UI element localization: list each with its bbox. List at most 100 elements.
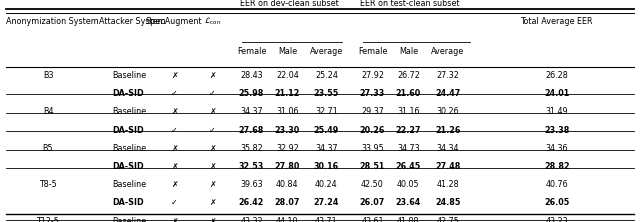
Text: Average: Average xyxy=(431,47,465,56)
Text: ✗: ✗ xyxy=(209,198,216,207)
Text: 32.92: 32.92 xyxy=(276,144,299,153)
Text: 28.43: 28.43 xyxy=(240,71,263,80)
Text: 24.47: 24.47 xyxy=(435,89,461,98)
Text: 43.32: 43.32 xyxy=(240,217,263,222)
Text: EER on dev-clean subset: EER on dev-clean subset xyxy=(240,0,339,8)
Text: 26.05: 26.05 xyxy=(544,198,570,207)
Text: 25.24: 25.24 xyxy=(315,71,338,80)
Text: DA-SID: DA-SID xyxy=(112,89,143,98)
Text: Baseline: Baseline xyxy=(112,71,146,80)
Text: ✗: ✗ xyxy=(171,162,177,171)
Text: ✗: ✗ xyxy=(209,162,216,171)
Text: 28.07: 28.07 xyxy=(275,198,300,207)
Text: 20.26: 20.26 xyxy=(360,126,385,135)
Text: ✗: ✗ xyxy=(171,144,177,153)
Text: ✗: ✗ xyxy=(171,180,177,189)
Text: 21.12: 21.12 xyxy=(275,89,300,98)
Text: Total Average EER: Total Average EER xyxy=(520,17,593,26)
Text: 41.28: 41.28 xyxy=(436,180,460,189)
Text: 43.71: 43.71 xyxy=(315,217,338,222)
Text: 27.32: 27.32 xyxy=(436,71,460,80)
Text: Attacker System: Attacker System xyxy=(99,17,166,26)
Text: 40.84: 40.84 xyxy=(276,180,299,189)
Text: 27.92: 27.92 xyxy=(361,71,384,80)
Text: 30.16: 30.16 xyxy=(314,162,339,171)
Text: Male: Male xyxy=(399,47,418,56)
Text: DA-SID: DA-SID xyxy=(112,126,143,135)
Text: 27.68: 27.68 xyxy=(239,126,264,135)
Text: ✗: ✗ xyxy=(171,107,177,116)
Text: ✓: ✓ xyxy=(171,198,177,207)
Text: 40.05: 40.05 xyxy=(397,180,420,189)
Text: 25.49: 25.49 xyxy=(314,126,339,135)
Text: 23.30: 23.30 xyxy=(275,126,300,135)
Text: Baseline: Baseline xyxy=(112,144,146,153)
Text: 28.82: 28.82 xyxy=(544,162,570,171)
Text: 26.45: 26.45 xyxy=(396,162,421,171)
Text: 40.24: 40.24 xyxy=(315,180,338,189)
Text: 26.07: 26.07 xyxy=(360,198,385,207)
Text: Baseline: Baseline xyxy=(112,180,146,189)
Text: ✗: ✗ xyxy=(171,71,177,80)
Text: 40.76: 40.76 xyxy=(545,180,568,189)
Text: 27.80: 27.80 xyxy=(275,162,300,171)
Text: 32.71: 32.71 xyxy=(315,107,338,116)
Text: SpecAugment: SpecAugment xyxy=(146,17,202,26)
Text: 28.51: 28.51 xyxy=(360,162,385,171)
Text: ✗: ✗ xyxy=(209,180,216,189)
Text: EER on test-clean subset: EER on test-clean subset xyxy=(360,0,460,8)
Text: 29.37: 29.37 xyxy=(361,107,384,116)
Text: DA-SID: DA-SID xyxy=(112,162,143,171)
Text: ✗: ✗ xyxy=(209,144,216,153)
Text: 34.37: 34.37 xyxy=(240,107,263,116)
Text: 34.37: 34.37 xyxy=(315,144,338,153)
Text: Anonymization System: Anonymization System xyxy=(6,17,99,26)
Text: ✗: ✗ xyxy=(171,217,177,222)
Text: 43.23: 43.23 xyxy=(545,217,568,222)
Text: ✗: ✗ xyxy=(209,107,216,116)
Text: 43.61: 43.61 xyxy=(361,217,384,222)
Text: 31.06: 31.06 xyxy=(276,107,299,116)
Text: 32.53: 32.53 xyxy=(239,162,264,171)
Text: 39.63: 39.63 xyxy=(240,180,263,189)
Text: 31.49: 31.49 xyxy=(545,107,568,116)
Text: 27.48: 27.48 xyxy=(435,162,461,171)
Text: ✓: ✓ xyxy=(171,126,177,135)
Text: $\mathcal{L}_{\mathrm{con}}$: $\mathcal{L}_{\mathrm{con}}$ xyxy=(204,15,221,27)
Text: ✗: ✗ xyxy=(209,71,216,80)
Text: 23.64: 23.64 xyxy=(396,198,421,207)
Text: 35.82: 35.82 xyxy=(240,144,263,153)
Text: 30.26: 30.26 xyxy=(436,107,460,116)
Text: B4: B4 xyxy=(43,107,53,116)
Text: T12-5: T12-5 xyxy=(36,217,60,222)
Text: 21.26: 21.26 xyxy=(435,126,461,135)
Text: 25.98: 25.98 xyxy=(239,89,264,98)
Text: 44.10: 44.10 xyxy=(276,217,299,222)
Text: 26.42: 26.42 xyxy=(239,198,264,207)
Text: Average: Average xyxy=(310,47,343,56)
Text: Baseline: Baseline xyxy=(112,217,146,222)
Text: T8-5: T8-5 xyxy=(39,180,57,189)
Text: 23.55: 23.55 xyxy=(314,89,339,98)
Text: ✓: ✓ xyxy=(209,126,216,135)
Text: B3: B3 xyxy=(43,71,53,80)
Text: 42.50: 42.50 xyxy=(361,180,384,189)
Text: 27.24: 27.24 xyxy=(314,198,339,207)
Text: 34.34: 34.34 xyxy=(436,144,460,153)
Text: 23.38: 23.38 xyxy=(544,126,570,135)
Text: 33.95: 33.95 xyxy=(361,144,384,153)
Text: ✓: ✓ xyxy=(209,89,216,98)
Text: 41.88: 41.88 xyxy=(397,217,420,222)
Text: DA-SID: DA-SID xyxy=(112,198,143,207)
Text: 22.04: 22.04 xyxy=(276,71,299,80)
Text: 24.01: 24.01 xyxy=(544,89,570,98)
Text: ✗: ✗ xyxy=(209,217,216,222)
Text: 22.27: 22.27 xyxy=(396,126,421,135)
Text: ✓: ✓ xyxy=(171,89,177,98)
Text: Male: Male xyxy=(278,47,297,56)
Text: 34.73: 34.73 xyxy=(397,144,420,153)
Text: 42.75: 42.75 xyxy=(436,217,460,222)
Text: 21.60: 21.60 xyxy=(396,89,421,98)
Text: Female: Female xyxy=(237,47,266,56)
Text: 24.85: 24.85 xyxy=(435,198,461,207)
